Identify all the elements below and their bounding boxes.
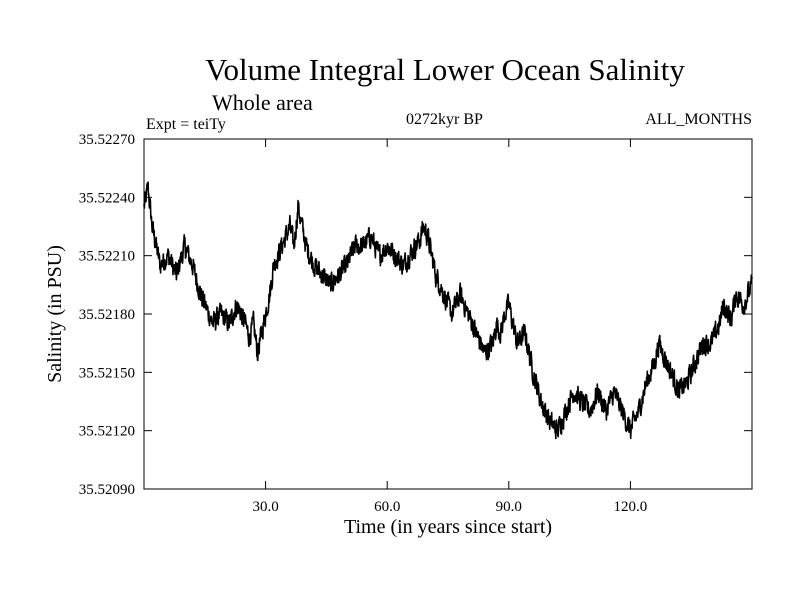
x-axis: 30.0 60.0 90.0 120.0 <box>252 139 647 515</box>
y-tick-label: 35.52180 <box>79 307 135 323</box>
y-tick-label: 35.52210 <box>79 249 135 265</box>
chart-title: Volume Integral Lower Ocean Salinity <box>205 52 685 87</box>
y-tick-label: 35.52240 <box>79 190 135 206</box>
y-tick-label: 35.52270 <box>79 132 135 148</box>
x-axis-label: Time (in years since start) <box>344 516 552 538</box>
x-tick-label: 60.0 <box>374 499 400 515</box>
x-tick-label: 30.0 <box>252 499 278 515</box>
y-tick-label: 35.52150 <box>79 365 135 381</box>
period-label: 0272kyr BP <box>406 111 483 128</box>
x-tick-label: 90.0 <box>496 499 522 515</box>
y-tick-label: 35.52120 <box>79 424 135 440</box>
months-label: ALL_MONTHS <box>645 111 752 128</box>
y-axis-label: Salinity (in PSU) <box>44 245 66 383</box>
y-tick-label: 35.52090 <box>79 482 135 498</box>
y-axis: 35.52090 35.52120 35.52150 35.52180 35.52210… <box>79 132 752 498</box>
x-tick-label: 120.0 <box>614 499 648 515</box>
salinity-series-line <box>143 181 753 440</box>
chart-subtitle: Whole area <box>212 90 313 115</box>
experiment-label: Expt = teiTy <box>146 116 226 133</box>
